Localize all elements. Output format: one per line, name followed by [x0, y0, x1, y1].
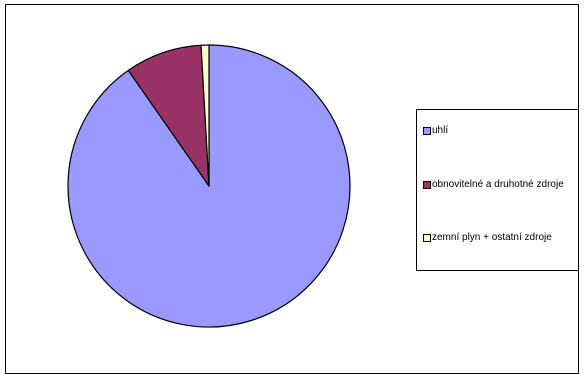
chart-frame: uhlí obnovitelné a druhotné zdroje zemní… [5, 4, 579, 374]
legend-swatch-uhli [423, 127, 431, 135]
legend-swatch-zemni-plyn [423, 234, 431, 242]
legend-item-uhli: uhlí [423, 124, 582, 137]
legend-label-obnovitelne: obnovitelné a druhotné zdroje [432, 179, 564, 190]
legend-item-zemni-plyn: zemní plyn + ostatní zdroje [423, 231, 582, 244]
pie-slice-zemni-plyn [200, 44, 210, 187]
legend-label-zemni-plyn: zemní plyn + ostatní zdroje [432, 232, 552, 243]
legend: uhlí obnovitelné a druhotné zdroje zemní… [416, 109, 579, 271]
legend-item-obnovitelne: obnovitelné a druhotné zdroje [423, 178, 582, 191]
legend-label-uhli: uhlí [432, 125, 449, 136]
legend-swatch-obnovitelne [423, 181, 431, 189]
pie-chart [67, 44, 351, 328]
